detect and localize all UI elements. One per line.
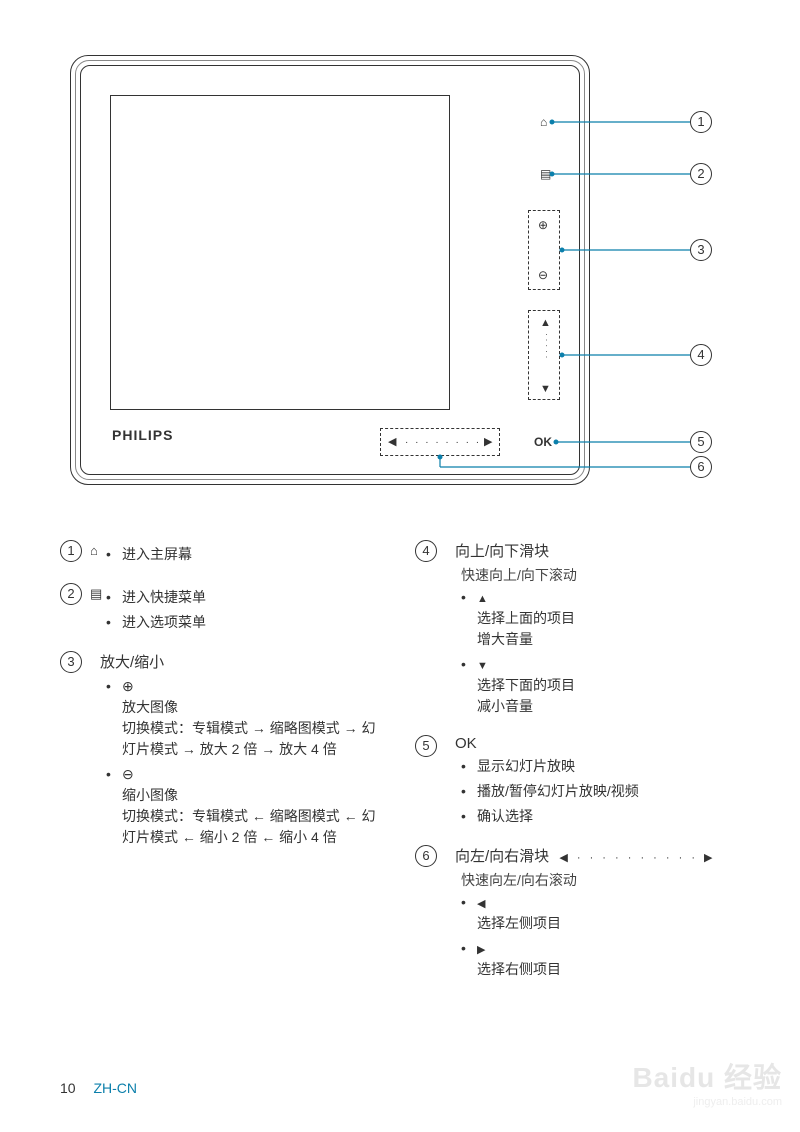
item-3-title: 放大/缩小 xyxy=(100,651,385,672)
zoom-in-icon: ⊕ xyxy=(538,218,548,232)
item-2-number: 2 xyxy=(60,583,82,605)
item-2-bullet-1: 进入快捷菜单 xyxy=(100,587,385,608)
watermark-main: Baidu 经验 xyxy=(632,1062,782,1093)
item-2: 2 ▤ 进入快捷菜单 进入选项菜单 xyxy=(60,583,385,633)
item-5-bullet-1: 显示幻灯片放映 xyxy=(455,756,740,777)
item-6-title-text: 向左/向右滑块 xyxy=(455,848,549,865)
item-1-number: 1 xyxy=(60,540,82,562)
item-4-subtitle: 快速向上/向下滚动 xyxy=(455,565,740,585)
item-4-down-l2: 减小音量 xyxy=(477,696,740,717)
brand-label: PHILIPS xyxy=(112,427,173,443)
item-5: 5 OK 显示幻灯片放映 播放/暂停幻灯片放映/视频 确认选择 xyxy=(415,735,740,827)
item-6: 6 向左/向右滑块 ◀ · · · · · · · · · · ▶ 快速向左/向… xyxy=(415,845,740,980)
page-lang: ZH-CN xyxy=(93,1080,137,1096)
item-6-right: ▶ 选择右侧项目 xyxy=(455,938,740,980)
watermark: Baidu 经验 jingyan.baidu.com xyxy=(632,1056,782,1108)
description-columns: 1 ⌂ 进入主屏幕 2 ▤ 进入快捷菜单 进入选项菜单 3 放大/缩小 xyxy=(60,540,740,998)
item-3-number: 3 xyxy=(60,651,82,673)
item-6-subtitle: 快速向左/向右滚动 xyxy=(455,870,740,890)
callout-2: 2 xyxy=(690,163,712,185)
up-icon: ▲ xyxy=(477,593,488,605)
watermark-sub: jingyan.baidu.com xyxy=(632,1096,782,1108)
right-column: 4 向上/向下滑块 快速向上/向下滚动 ▲ 选择上面的项目 增大音量 ▼ 选择下… xyxy=(415,540,740,998)
item-5-number: 5 xyxy=(415,735,437,757)
callout-5: 5 xyxy=(690,431,712,453)
hslider-dots: · · · · · · · · xyxy=(405,437,481,448)
page-number: 10 xyxy=(60,1080,76,1096)
item-3-sub2-body: 切换模式：专辑模式 ← 缩略图模式 ← 幻灯片模式 ← 缩小 2 倍 ← 缩小 … xyxy=(122,806,385,848)
device-screen xyxy=(110,95,450,410)
item-4: 4 向上/向下滑块 快速向上/向下滚动 ▲ 选择上面的项目 增大音量 ▼ 选择下… xyxy=(415,540,740,717)
item-1-bullet: 进入主屏幕 xyxy=(100,544,385,565)
zoom-out-icon: ⊖ xyxy=(538,268,548,282)
left-icon: ◀ xyxy=(388,435,396,448)
item-6-right-l1: 选择右侧项目 xyxy=(477,959,740,980)
item-5-bullet-3: 确认选择 xyxy=(455,806,740,827)
item-4-number: 4 xyxy=(415,540,437,562)
item-4-down-l1: 选择下面的项目 xyxy=(477,675,740,696)
callout-4: 4 xyxy=(690,344,712,366)
item-6-title-decor: ◀ · · · · · · · · · · ▶ xyxy=(559,852,715,864)
left-column: 1 ⌂ 进入主屏幕 2 ▤ 进入快捷菜单 进入选项菜单 3 放大/缩小 xyxy=(60,540,385,998)
item-5-title: OK xyxy=(455,735,740,752)
item-3: 3 放大/缩小 ⊕ 放大图像 切换模式：专辑模式 → 缩略图模式 → 幻灯片模式… xyxy=(60,651,385,848)
item-3-sub1-body: 切换模式：专辑模式 → 缩略图模式 → 幻灯片模式 → 放大 2 倍 → 放大 … xyxy=(122,718,385,760)
item-4-down: ▼ 选择下面的项目 减小音量 xyxy=(455,654,740,717)
callout-6: 6 xyxy=(690,456,712,478)
ok-label: OK xyxy=(534,435,552,449)
callout-1: 1 xyxy=(690,111,712,133)
device-diagram: PHILIPS ⌂ ▤ ⊕ ⊖ ▲ ····· ▼ OK ◀ · · · · ·… xyxy=(70,55,730,495)
item-3-sub2-lead: 缩小图像 xyxy=(122,785,385,806)
left-icon: ◀ xyxy=(477,898,485,910)
item-6-left-l1: 选择左侧项目 xyxy=(477,913,740,934)
down-icon: ▼ xyxy=(540,383,551,395)
item-1: 1 ⌂ 进入主屏幕 xyxy=(60,540,385,565)
page-footer: 10 ZH-CN xyxy=(60,1080,137,1096)
zoom-in-icon: ⊕ xyxy=(122,678,134,694)
page: PHILIPS ⌂ ▤ ⊕ ⊖ ▲ ····· ▼ OK ◀ · · · · ·… xyxy=(0,0,800,1132)
down-icon: ▼ xyxy=(477,660,488,672)
vslider-dots: ····· xyxy=(542,333,551,361)
item-4-title: 向上/向下滑块 xyxy=(455,540,740,561)
item-2-bullet-2: 进入选项菜单 xyxy=(100,612,385,633)
item-4-up: ▲ 选择上面的项目 增大音量 xyxy=(455,587,740,650)
item-4-up-l2: 增大音量 xyxy=(477,629,740,650)
item-6-left: ◀ 选择左侧项目 xyxy=(455,892,740,934)
callout-3: 3 xyxy=(690,239,712,261)
zoom-out-icon: ⊖ xyxy=(122,766,134,782)
right-icon: ▶ xyxy=(477,944,485,956)
item-5-bullet-2: 播放/暂停幻灯片放映/视频 xyxy=(455,781,740,802)
item-4-up-l1: 选择上面的项目 xyxy=(477,608,740,629)
home-icon: ⌂ xyxy=(90,543,98,558)
item-3-sub1: ⊕ 放大图像 切换模式：专辑模式 → 缩略图模式 → 幻灯片模式 → 放大 2 … xyxy=(100,676,385,760)
up-icon: ▲ xyxy=(540,317,551,329)
item-3-sub2: ⊖ 缩小图像 切换模式：专辑模式 ← 缩略图模式 ← 幻灯片模式 ← 缩小 2 … xyxy=(100,764,385,848)
item-6-number: 6 xyxy=(415,845,437,867)
menu-icon: ▤ xyxy=(540,167,551,181)
right-icon: ▶ xyxy=(484,435,492,448)
home-icon: ⌂ xyxy=(540,115,547,129)
item-3-sub1-lead: 放大图像 xyxy=(122,697,385,718)
item-6-title: 向左/向右滑块 ◀ · · · · · · · · · · ▶ xyxy=(455,845,740,866)
